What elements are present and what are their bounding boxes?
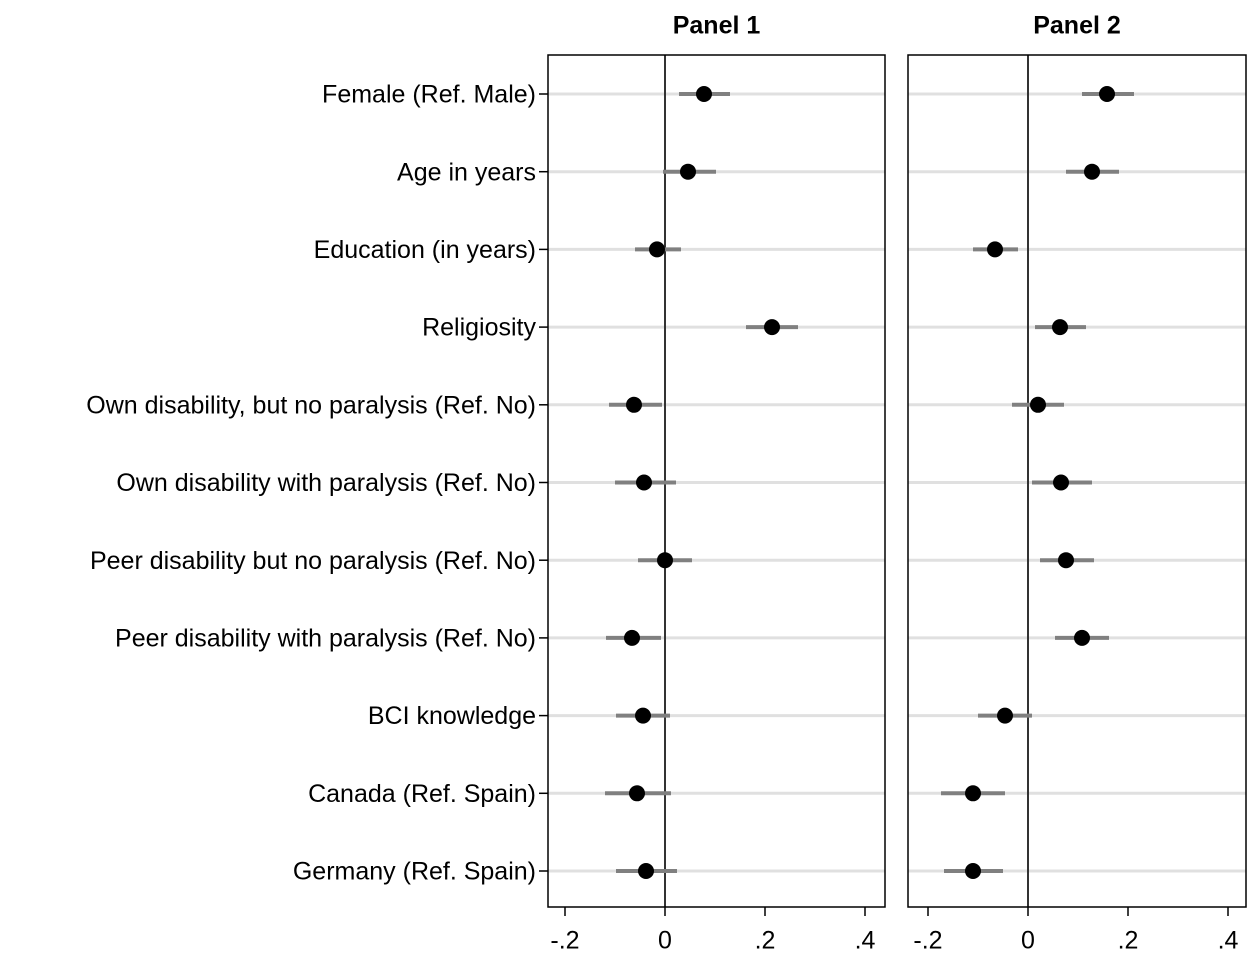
- point: [1053, 474, 1069, 491]
- point: [997, 707, 1013, 724]
- x-tick-label: .4: [855, 927, 876, 955]
- y-tick-label: Education (in years): [314, 236, 536, 264]
- x-tick-label: .4: [1218, 927, 1239, 955]
- point: [1074, 629, 1090, 646]
- point: [649, 241, 665, 258]
- point: [657, 552, 673, 569]
- point: [987, 241, 1003, 258]
- x-tick-label: 0: [1021, 927, 1035, 955]
- panel-title: Panel 1: [673, 12, 761, 40]
- y-tick-label: Female (Ref. Male): [322, 81, 536, 109]
- y-tick-label: Religiosity: [422, 314, 536, 342]
- panel-frame: [547, 54, 886, 908]
- point: [764, 319, 780, 336]
- y-tick-label: Age in years: [397, 158, 536, 186]
- x-tick-label: .2: [755, 927, 776, 955]
- panel-title: Panel 2: [1033, 12, 1121, 40]
- point: [965, 785, 981, 802]
- panel-frame: [907, 54, 1247, 908]
- y-tick-label: Peer disability but no paralysis (Ref. N…: [90, 547, 536, 575]
- point: [1052, 319, 1068, 336]
- point: [636, 474, 652, 491]
- point: [680, 163, 696, 180]
- x-tick-label: -.2: [913, 927, 942, 955]
- point: [624, 629, 640, 646]
- point: [629, 785, 645, 802]
- point: [1058, 552, 1074, 569]
- x-tick-label: -.2: [550, 927, 579, 955]
- x-tick-label: 0: [658, 927, 672, 955]
- y-tick-label: Germany (Ref. Spain): [293, 858, 536, 886]
- point: [696, 86, 712, 102]
- y-tick-label: Canada (Ref. Spain): [308, 780, 536, 808]
- y-tick-label: Peer disability with paralysis (Ref. No): [115, 625, 536, 653]
- point: [965, 863, 981, 879]
- point: [626, 396, 642, 413]
- point: [638, 863, 654, 879]
- point: [1030, 396, 1046, 413]
- x-tick-label: .2: [1118, 927, 1139, 955]
- point: [635, 707, 651, 724]
- y-tick-label: BCI knowledge: [368, 702, 536, 730]
- y-tick-label: Own disability, but no paralysis (Ref. N…: [86, 391, 536, 419]
- point: [1084, 163, 1100, 180]
- point: [1099, 86, 1115, 102]
- y-tick-label: Own disability with paralysis (Ref. No): [116, 469, 536, 497]
